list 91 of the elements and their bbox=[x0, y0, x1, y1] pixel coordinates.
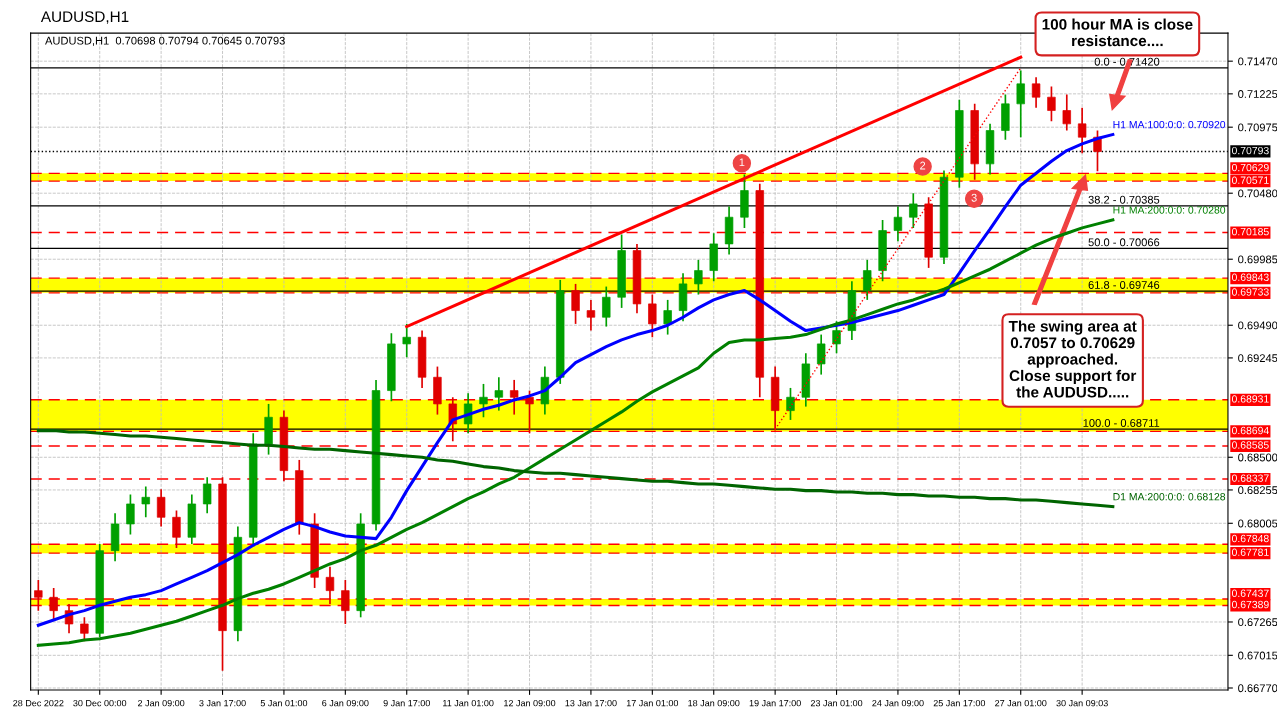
x-tick-label: 12 Jan 09:00 bbox=[504, 699, 556, 707]
line-series bbox=[36, 429, 1115, 509]
candlestick bbox=[1047, 85, 1056, 123]
series-label: H1 MA:200:0:0: 0.70280 bbox=[1113, 206, 1226, 214]
candlestick bbox=[571, 283, 580, 325]
candlestick bbox=[817, 333, 826, 376]
candlestick bbox=[494, 376, 504, 412]
y-tick-label: 0.69490 bbox=[1238, 321, 1277, 330]
x-tick-label: 9 Jan 17:00 bbox=[383, 699, 430, 707]
x-tick-label: 30 Dec 00:00 bbox=[73, 699, 127, 707]
ref-line-label: 0.67781 bbox=[1231, 548, 1269, 556]
candlestick bbox=[586, 299, 596, 332]
annotation: 100 hour MA is close resistance.... bbox=[1042, 18, 1193, 47]
y-tick-label: 0.69245 bbox=[1238, 354, 1277, 363]
candlestick bbox=[909, 192, 918, 229]
ref-line-label: 0.68337 bbox=[1231, 474, 1269, 482]
candlestick bbox=[1062, 93, 1071, 132]
ref-line-label: 0.70793 bbox=[1231, 146, 1269, 155]
ref-line-label: 0.69733 bbox=[1231, 288, 1269, 296]
candlestick bbox=[893, 205, 903, 243]
y-tick-label: 0.70975 bbox=[1238, 123, 1277, 132]
annotation: 1 bbox=[739, 158, 745, 167]
candlestick bbox=[832, 320, 841, 355]
annotation: The swing area at 0.7057 to 0.70629 approached. Close support for the AUDUSD..... bbox=[1008, 320, 1137, 398]
ref-line-label: 0.67848 bbox=[1231, 534, 1269, 543]
annotation: 38.2 - 0.70385 bbox=[1088, 195, 1160, 204]
ref-line-label: 0.67437 bbox=[1231, 589, 1269, 597]
annotation: 2 bbox=[920, 161, 926, 170]
x-tick-label: 17 Jan 01:00 bbox=[626, 699, 679, 707]
candlestick bbox=[49, 587, 58, 621]
x-tick-label: 5 Jan 01:00 bbox=[260, 699, 308, 707]
annotation: 100.0 - 0.68711 bbox=[1083, 419, 1160, 427]
candlestick bbox=[341, 579, 350, 625]
ref-line-label: 0.67389 bbox=[1231, 600, 1269, 609]
ref-line-label: 0.70571 bbox=[1231, 176, 1269, 184]
candlestick bbox=[694, 259, 703, 296]
candlestick bbox=[172, 509, 181, 549]
candlestick bbox=[525, 389, 534, 435]
y-tick-label: 0.69985 bbox=[1238, 255, 1277, 264]
y-tick-label: 0.71470 bbox=[1238, 57, 1277, 66]
candlestick bbox=[648, 293, 657, 339]
y-tick-label: 0.68500 bbox=[1238, 453, 1277, 462]
candlestick bbox=[863, 259, 872, 301]
x-tick-label: 18 Jan 09:00 bbox=[688, 699, 740, 707]
y-tick-label: 0.71225 bbox=[1238, 90, 1277, 98]
candlestick bbox=[402, 323, 411, 359]
x-tick-label: 19 Jan 17:00 bbox=[749, 699, 801, 707]
x-tick-label: 30 Jan 09:03 bbox=[1056, 699, 1108, 707]
x-tick-label: 2 Jan 09:00 bbox=[137, 699, 185, 707]
ref-line-label: 0.69843 bbox=[1231, 273, 1269, 281]
ref-line-label: 0.68694 bbox=[1231, 426, 1269, 435]
series-label: D1 MA:200:0:0: 0.68128 bbox=[1113, 493, 1226, 501]
annotation: 50.0 - 0.70066 bbox=[1088, 238, 1160, 247]
candlestick bbox=[141, 485, 150, 519]
ref-line-label: 0.70629 bbox=[1231, 163, 1269, 172]
x-tick-label: 6 Jan 09:00 bbox=[322, 699, 369, 707]
candlestick bbox=[202, 476, 212, 515]
series-label: H1 MA:100:0:0: 0.70920 bbox=[1113, 120, 1226, 129]
x-tick-label: 3 Jan 17:00 bbox=[199, 699, 246, 707]
ref-line-label: 0.68931 bbox=[1231, 395, 1269, 403]
candlestick bbox=[663, 299, 672, 336]
candlestick bbox=[34, 579, 43, 612]
x-tick-label: 11 Jan 01:00 bbox=[443, 699, 494, 707]
candlestick bbox=[156, 488, 166, 528]
y-tick-label: 0.67015 bbox=[1238, 651, 1277, 660]
y-tick-label: 0.70480 bbox=[1238, 189, 1277, 198]
candlestick bbox=[479, 383, 488, 419]
candlestick bbox=[509, 379, 519, 416]
ref-line-label: 0.68585 bbox=[1231, 441, 1269, 449]
chart-title: AUDUSD,H1 bbox=[40, 11, 129, 24]
chart-subtitle: AUDUSD,H1 0.70698 0.70794 0.70645 0.70793 bbox=[45, 36, 285, 46]
x-tick-label: 27 Jan 01:00 bbox=[995, 699, 1047, 707]
y-tick-label: 0.68005 bbox=[1238, 519, 1277, 528]
x-tick-label: 25 Jan 17:00 bbox=[933, 699, 986, 707]
candlestick bbox=[1016, 69, 1025, 139]
ref-line-label: 0.70185 bbox=[1231, 227, 1269, 236]
candlestick bbox=[1077, 107, 1087, 155]
annotation: 61.8 - 0.69746 bbox=[1088, 281, 1160, 289]
y-tick-label: 0.68255 bbox=[1238, 486, 1277, 495]
candlestick bbox=[1031, 76, 1041, 109]
y-tick-label: 0.66770 bbox=[1238, 684, 1277, 693]
candlestick bbox=[786, 387, 795, 421]
y-tick-label: 0.67265 bbox=[1238, 618, 1277, 627]
annotation: 3 bbox=[971, 193, 977, 202]
x-tick-label: 24 Jan 09:00 bbox=[872, 699, 924, 707]
candlestick bbox=[126, 493, 135, 536]
x-tick-label: 13 Jan 17:00 bbox=[565, 699, 617, 707]
candlestick bbox=[325, 565, 335, 605]
x-tick-label: 28 Dec 2022 bbox=[13, 699, 64, 707]
x-tick-label: 23 Jan 01:00 bbox=[810, 699, 863, 707]
candlestick bbox=[602, 285, 611, 328]
